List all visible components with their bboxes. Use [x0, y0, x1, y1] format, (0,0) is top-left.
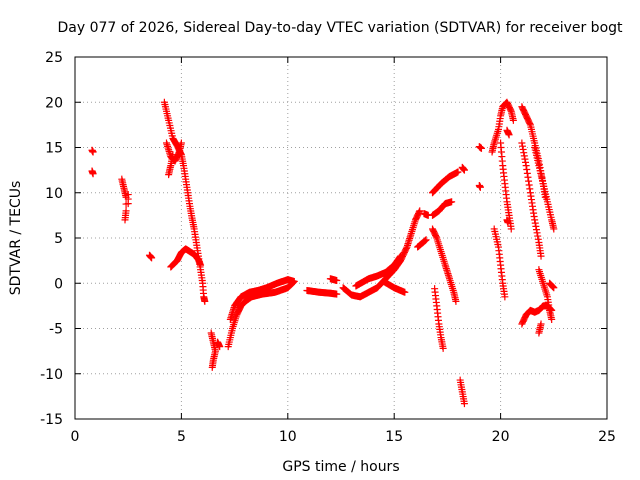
data-point	[396, 253, 404, 261]
data-point	[541, 193, 549, 201]
data-point	[531, 219, 539, 227]
x-tick-label: 20	[492, 429, 510, 445]
data-point	[477, 144, 485, 152]
data-point	[549, 283, 557, 291]
x-tick-label: 5	[177, 429, 186, 445]
data-point	[439, 344, 447, 352]
data-point	[507, 106, 515, 114]
data-point	[501, 293, 509, 301]
data-point	[522, 158, 530, 166]
data-point	[533, 229, 541, 237]
grid-lines	[75, 57, 607, 419]
data-point	[416, 207, 424, 215]
y-tick-label: -15	[40, 412, 63, 428]
data-point	[460, 400, 468, 408]
data-point	[525, 181, 533, 189]
data-point	[526, 120, 534, 128]
data-point	[89, 148, 97, 156]
data-point	[531, 216, 539, 224]
data-point	[432, 233, 440, 241]
x-tick-label: 10	[279, 429, 297, 445]
data-point	[521, 155, 529, 163]
data-points	[88, 98, 558, 408]
data-point	[124, 200, 132, 208]
y-tick-label: -5	[49, 322, 63, 338]
y-axis-label: SDTVAR / TECUs	[8, 181, 24, 296]
y-tick-label: 10	[45, 186, 63, 202]
data-point	[169, 151, 177, 159]
data-point	[520, 149, 528, 157]
data-point	[519, 145, 527, 153]
data-point	[523, 165, 531, 173]
data-point	[452, 297, 460, 305]
data-point	[401, 288, 409, 296]
data-point	[522, 162, 530, 170]
chart-title: Day 077 of 2026, Sidereal Day-to-day VTE…	[57, 20, 623, 36]
y-tick-label: 25	[45, 50, 63, 66]
data-point	[548, 315, 556, 323]
data-point	[197, 261, 205, 269]
data-point	[201, 297, 209, 305]
y-tick-label: 15	[45, 141, 63, 157]
data-point	[526, 185, 534, 193]
data-point	[415, 208, 423, 216]
data-point	[177, 139, 185, 147]
data-point	[509, 116, 517, 124]
data-point	[524, 173, 532, 181]
data-point	[525, 177, 533, 185]
data-point	[520, 152, 528, 160]
data-point	[534, 232, 542, 240]
plot-frame	[74, 56, 608, 420]
data-point	[550, 225, 558, 233]
data-point	[504, 219, 512, 227]
data-point	[534, 235, 542, 243]
x-axis-label: GPS time / hours	[282, 459, 399, 475]
data-point	[448, 198, 456, 206]
data-point	[422, 236, 430, 244]
data-point	[148, 254, 156, 262]
data-point	[518, 139, 526, 147]
data-point	[549, 282, 557, 290]
x-tick-label: 25	[598, 429, 616, 445]
x-tick-label: 15	[385, 429, 403, 445]
data-point	[454, 168, 462, 176]
data-point	[505, 131, 513, 139]
y-tick-label: -10	[40, 367, 63, 383]
data-point	[121, 216, 129, 224]
axis-ticks: 0 5 10 15 20 25 -15 -10 -5 0 5 10 15 20 25	[40, 50, 616, 445]
data-point	[518, 142, 526, 150]
data-point	[532, 226, 540, 234]
data-point	[333, 277, 341, 285]
data-point	[523, 169, 531, 177]
data-point	[89, 170, 97, 178]
data-point	[550, 284, 558, 292]
data-point	[532, 222, 540, 230]
data-point	[333, 290, 341, 298]
data-point	[421, 237, 429, 245]
y-tick-label: 5	[54, 231, 63, 247]
data-point	[421, 236, 429, 244]
data-point	[537, 252, 545, 260]
data-point	[537, 320, 545, 328]
y-tick-label: 20	[45, 95, 63, 111]
y-tick-label: 0	[54, 276, 63, 292]
data-point	[397, 252, 405, 260]
data-point	[216, 343, 224, 351]
data-point	[507, 225, 515, 233]
data-point	[476, 183, 484, 191]
data-point	[402, 244, 410, 252]
data-point	[460, 166, 468, 174]
data-point	[290, 277, 298, 285]
x-tick-label: 0	[71, 429, 80, 445]
data-point	[208, 363, 216, 371]
